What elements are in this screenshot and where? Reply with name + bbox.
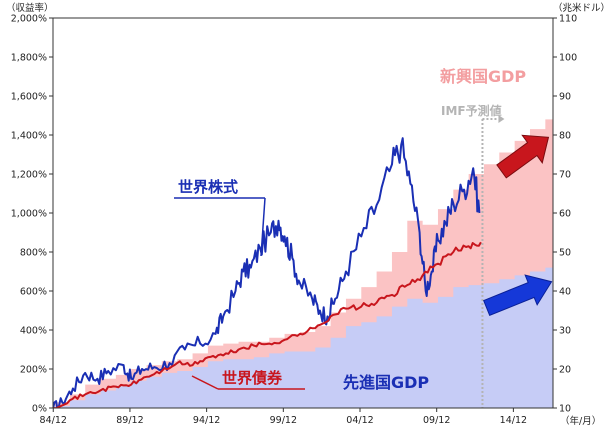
left-tick-label: 1,800% <box>11 53 47 64</box>
right-axis-unit: （兆米ドル） <box>553 2 610 14</box>
advanced-gdp-label: 先進国GDP <box>343 373 429 392</box>
emerging-growth-arrow <box>496 134 550 179</box>
x-tick-label: 89/12 <box>116 415 143 426</box>
right-tick-label: 80 <box>559 131 571 142</box>
left-tick-label: 200% <box>20 365 47 376</box>
imf-forecast-arrowhead <box>498 115 505 123</box>
left-axis-unit: （収益率） <box>6 2 54 14</box>
right-tick-label: 110 <box>559 14 577 25</box>
left-tick-label: 0% <box>32 404 47 415</box>
right-tick-label: 20 <box>559 365 571 376</box>
x-tick-label: 14/12 <box>500 415 527 426</box>
left-tick-label: 400% <box>20 326 47 337</box>
bond-label-leader <box>191 375 219 390</box>
right-tick-label: 70 <box>559 170 571 181</box>
imf-forecast-label: IMF予測値 <box>441 103 502 118</box>
left-tick-label: 2,000% <box>11 14 47 25</box>
right-tick-label: 10 <box>559 404 571 415</box>
left-tick-label: 1,000% <box>11 209 47 220</box>
x-axis: 84/12 89/12 94/12 99/12 04/12 09/12 14/12 <box>40 408 527 426</box>
left-tick-label: 1,400% <box>11 131 47 142</box>
stock-line <box>53 137 481 408</box>
right-axis: 10 20 30 40 50 60 70 80 90 100 110 <box>553 14 577 415</box>
x-axis-unit: （年/月） <box>560 415 601 427</box>
left-tick-label: 600% <box>20 287 47 298</box>
stock-series-label: 世界株式 <box>178 178 238 196</box>
advanced-gdp-area <box>53 267 553 408</box>
left-axis: 0% 200% 400% 600% 800% 1,000% 1,200% 1,400% 1,60… <box>11 14 53 415</box>
right-tick-label: 90 <box>559 92 571 103</box>
left-tick-label: 1,600% <box>11 92 47 103</box>
right-tick-label: 40 <box>559 287 571 298</box>
gdp-area-group <box>53 119 553 408</box>
left-tick-label: 1,200% <box>11 170 47 181</box>
return-lines-group <box>53 137 482 408</box>
left-tick-label: 800% <box>20 248 47 259</box>
x-tick-label: 84/12 <box>40 415 67 426</box>
emerging-gdp-label: 新興国GDP <box>440 67 526 86</box>
bond-line <box>53 241 482 408</box>
right-tick-label: 50 <box>559 248 571 259</box>
right-tick-label: 100 <box>559 53 577 64</box>
right-tick-label: 30 <box>559 326 571 337</box>
x-tick-label: 04/12 <box>346 415 373 426</box>
right-tick-label: 60 <box>559 209 571 220</box>
advanced-growth-arrow <box>483 274 553 317</box>
stock-label-leader <box>260 197 266 257</box>
x-tick-label: 94/12 <box>193 415 220 426</box>
imf-forecast-marker <box>481 115 505 408</box>
x-tick-label: 09/12 <box>423 415 450 426</box>
x-tick-label: 99/12 <box>270 415 297 426</box>
bond-series-label: 世界債券 <box>222 369 283 387</box>
